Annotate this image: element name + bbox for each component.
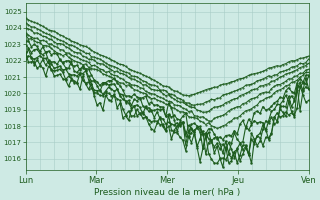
X-axis label: Pression niveau de la mer( hPa ): Pression niveau de la mer( hPa ) — [94, 188, 240, 197]
